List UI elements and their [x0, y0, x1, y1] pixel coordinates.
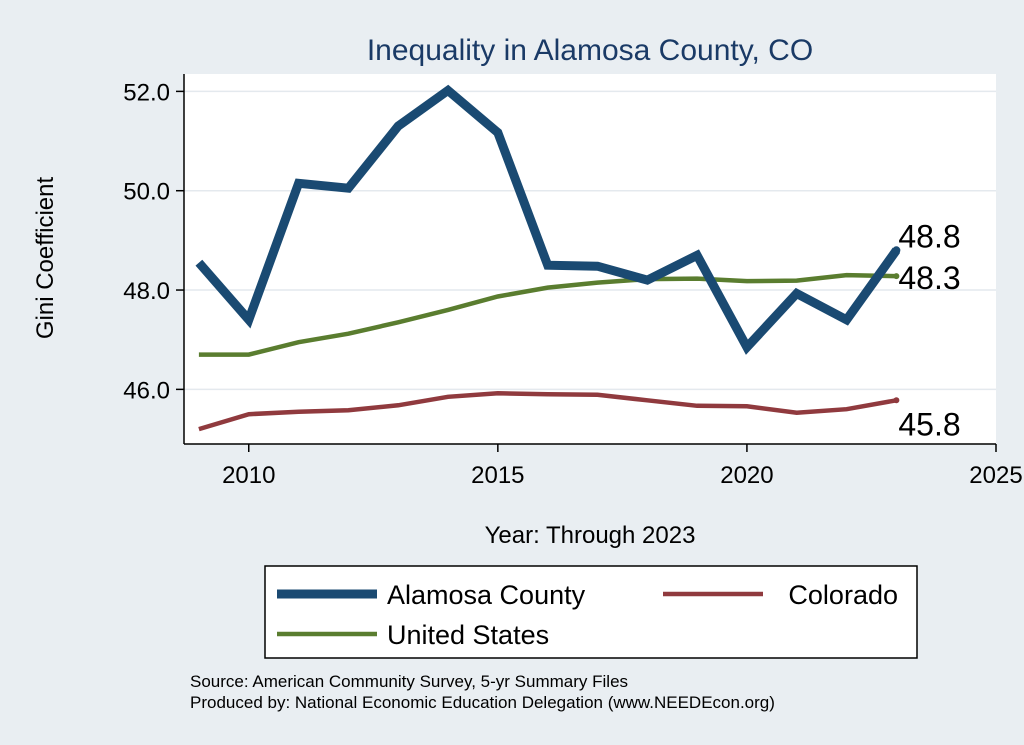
y-tick-label: 50.0 [123, 179, 170, 206]
legend-box [264, 565, 918, 659]
end-point-alamosa-county [892, 246, 901, 255]
end-labels: 48.8 45.8 48.3 [898, 218, 960, 442]
legend-label-colorado: Colorado [788, 580, 898, 610]
y-tick-label: 52.0 [123, 79, 170, 106]
legend: Alamosa County Colorado United States [277, 580, 898, 650]
y-tick-label: 48.0 [123, 278, 170, 305]
x-axis-title: Year: Through 2023 [485, 522, 696, 549]
series-layer [195, 84, 901, 432]
chart-title: Inequality in Alamosa County, CO [367, 34, 813, 67]
x-tick-label: 2015 [471, 462, 524, 489]
x-tick-label: 2020 [720, 462, 773, 489]
source-line-1: Source: American Community Survey, 5-yr … [190, 672, 628, 691]
x-tick-label: 2025 [969, 462, 1022, 489]
plot-area [184, 74, 996, 444]
y-axis-title: Gini Coefficient [32, 177, 59, 340]
end-label-colorado: 45.8 [898, 406, 960, 442]
series-line-united-states [198, 272, 897, 357]
y-tick-label: 46.0 [123, 377, 170, 404]
end-label-alamosa-county: 48.8 [898, 218, 960, 254]
x-tick-label: 2010 [222, 462, 275, 489]
axes: 46.0 48.0 50.0 52.0 2010 2015 2020 2025 [123, 74, 1023, 489]
source-line-2: Produced by: National Economic Education… [190, 693, 775, 712]
end-point-colorado [893, 397, 900, 404]
series-line-alamosa-county [195, 84, 901, 355]
legend-label-united-states: United States [387, 620, 549, 650]
grid-lines [184, 90, 996, 391]
legend-label-alamosa-county: Alamosa County [387, 580, 586, 610]
series-line-colorado [198, 391, 897, 432]
end-point-united-states [893, 273, 900, 280]
end-label-united-states: 48.3 [898, 260, 960, 296]
